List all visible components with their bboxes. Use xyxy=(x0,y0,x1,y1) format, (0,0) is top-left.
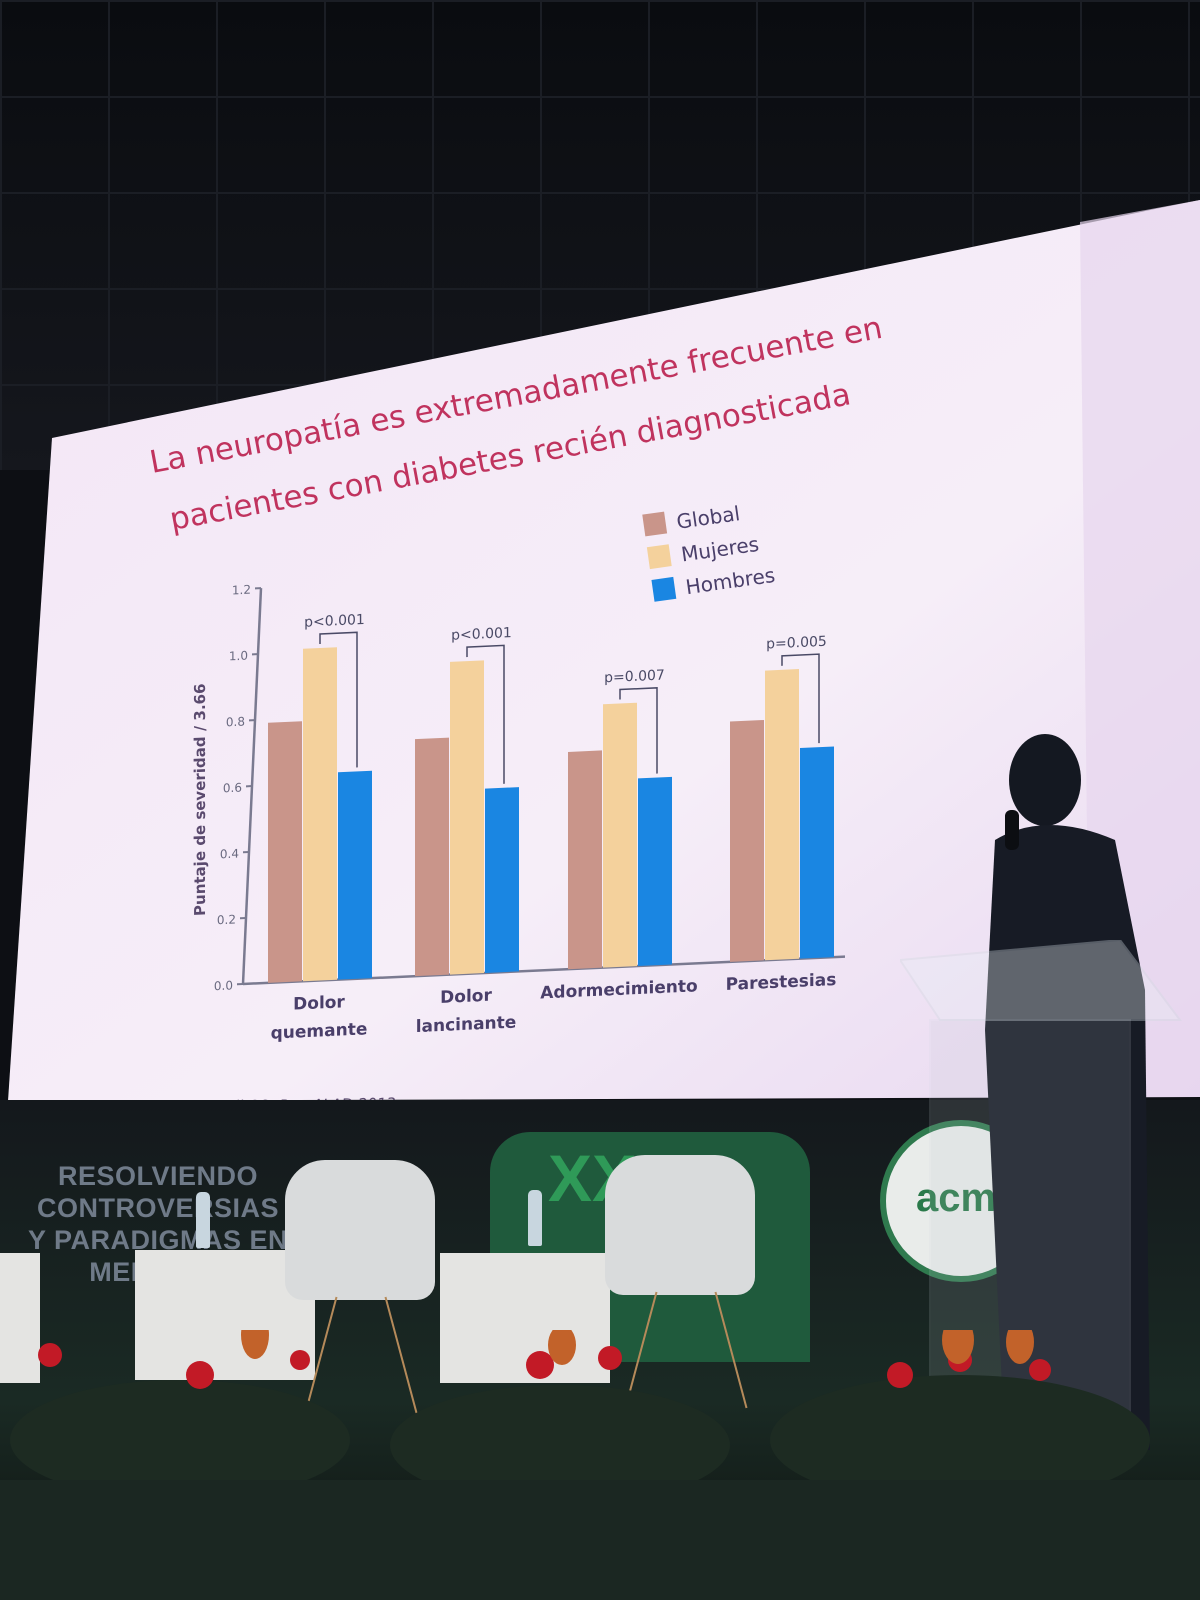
bar-global xyxy=(415,737,449,977)
microphone-icon xyxy=(1005,810,1019,850)
bar-hombres xyxy=(338,770,372,980)
p-value-label: p<0.001 xyxy=(451,625,512,644)
p-value-label: p=0.005 xyxy=(766,634,827,653)
banner-line: RESOLVIENDO xyxy=(57,1161,259,1191)
bar-chart: 0.0 0.2 0.4 0.6 0.8 1.0 1.2 p<0.001 p<0.001 p=0.… xyxy=(191,583,845,1044)
significance-bracket xyxy=(781,653,820,744)
legend-swatch-hombres xyxy=(651,576,677,602)
bar-global xyxy=(568,750,602,970)
stage-chair xyxy=(285,1160,435,1300)
y-tick-label: 0.0 xyxy=(214,978,233,993)
side-table xyxy=(0,1253,40,1383)
bar-mujeres xyxy=(765,669,799,961)
significance-bracket xyxy=(619,687,658,774)
speaker-body xyxy=(985,825,1150,1450)
significance-bracket xyxy=(466,644,505,784)
y-tick-label: 0.6 xyxy=(223,781,242,796)
x-tick-label: Dolor xyxy=(293,992,345,1014)
y-tick-label: 0.2 xyxy=(217,912,236,927)
bar-global xyxy=(268,721,302,983)
bar-hombres xyxy=(800,746,834,959)
plant-cluster xyxy=(0,1375,1200,1600)
bar-hombres xyxy=(638,776,672,967)
y-tick-label: 1.0 xyxy=(229,649,248,664)
y-tick-label: 0.8 xyxy=(226,715,245,730)
bar-hombres xyxy=(485,787,519,973)
x-tick-label: lancinante xyxy=(416,1013,517,1038)
association-logo-text: acmi xyxy=(916,1176,1008,1220)
x-tick-label: quemante xyxy=(271,1019,368,1043)
banner-line: CONTROVERSIAS xyxy=(36,1193,280,1223)
bar-mujeres xyxy=(450,660,484,975)
legend-swatch-mujeres xyxy=(646,544,672,570)
water-bottle xyxy=(528,1190,542,1246)
water-bottle xyxy=(196,1192,210,1248)
speaker-head xyxy=(1009,734,1081,826)
bar-mujeres xyxy=(603,702,637,968)
red-flowers xyxy=(38,1343,1051,1389)
p-value-label: p=0.007 xyxy=(604,667,665,686)
orange-flowers xyxy=(241,1330,1034,1365)
y-axis-label: Puntaje de severidad / 3.66 xyxy=(191,683,209,916)
p-value-label: p<0.001 xyxy=(304,612,365,631)
y-tick-label: 1.2 xyxy=(232,583,251,598)
bar-mujeres xyxy=(303,647,337,982)
significance-bracket xyxy=(319,631,358,768)
legend-swatch-global xyxy=(642,511,668,537)
stage-chair xyxy=(605,1155,755,1295)
side-table xyxy=(440,1253,610,1383)
speaker-silhouette xyxy=(985,734,1150,1450)
y-tick-label: 0.4 xyxy=(220,846,239,861)
bar-global xyxy=(730,720,764,962)
podium-top xyxy=(900,940,1182,1021)
plant-arrangements xyxy=(0,1330,1200,1600)
x-tick-label: Dolor xyxy=(440,986,492,1008)
